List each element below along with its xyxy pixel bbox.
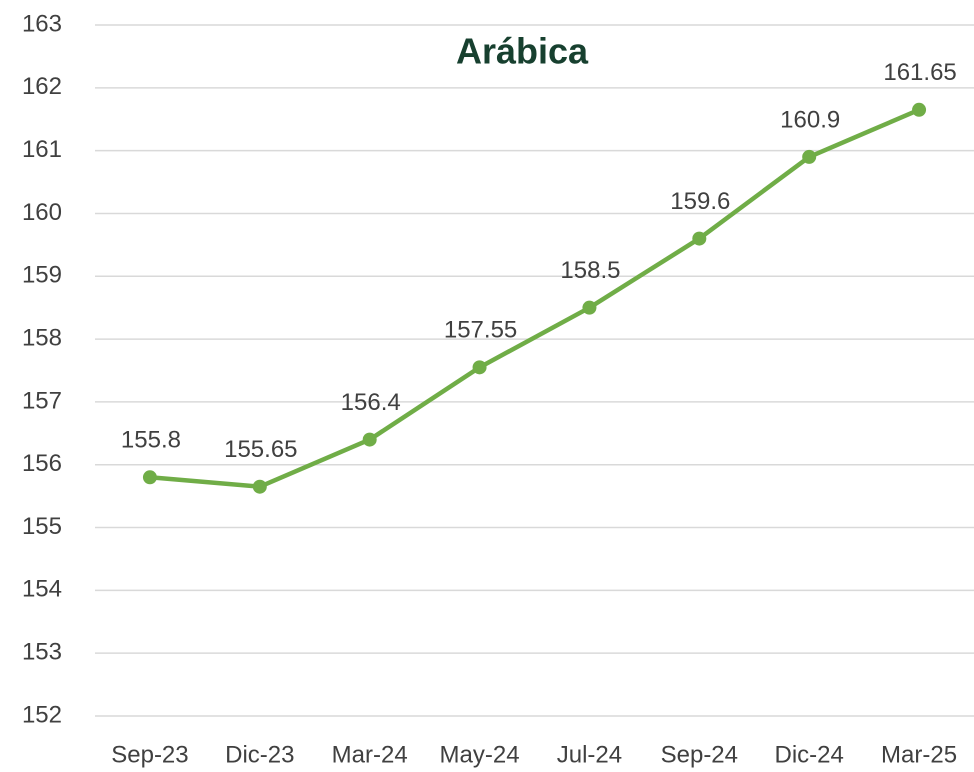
y-tick-label: 154 (22, 576, 62, 603)
y-tick-label: 161 (22, 136, 62, 163)
data-label: 158.5 (560, 257, 620, 284)
y-tick-label: 163 (22, 10, 62, 37)
data-label: 161.65 (883, 59, 956, 86)
data-label: 155.8 (121, 427, 181, 454)
y-tick-label: 159 (22, 262, 62, 289)
point (692, 231, 707, 246)
point (582, 300, 597, 315)
x-tick-label: Jul-24 (557, 741, 622, 768)
point (802, 149, 817, 164)
y-tick-label: 160 (22, 199, 62, 226)
x-tick-label: Mar-25 (881, 741, 957, 768)
line (149, 107, 920, 489)
point (472, 360, 487, 375)
x-tick-label: Dic-23 (225, 741, 294, 768)
point (142, 470, 157, 485)
data-label: 159.6 (670, 188, 730, 215)
x-tick-label: May-24 (440, 741, 520, 768)
y-tick-label: 156 (22, 450, 62, 477)
data-label: 160.9 (780, 106, 840, 133)
x-tick-label: Dic-24 (775, 741, 844, 768)
y-tick-label: 158 (22, 324, 62, 351)
y-tick-label: 157 (22, 387, 62, 414)
y-tick-label: 155 (22, 513, 62, 540)
y-tick-label: 152 (22, 701, 62, 728)
data-label: 156.4 (341, 389, 401, 416)
data-label: 157.55 (444, 317, 517, 344)
point (252, 479, 267, 494)
point (912, 102, 927, 117)
data-label: 155.65 (224, 436, 297, 463)
chart-title: Arábica (456, 31, 589, 72)
point (362, 432, 377, 447)
x-tick-label: Sep-23 (111, 741, 188, 768)
x-tick-label: Mar-24 (332, 741, 408, 768)
x-tick-label: Sep-24 (661, 741, 738, 768)
y-tick-label: 153 (22, 639, 62, 666)
y-tick-label: 162 (22, 73, 62, 100)
